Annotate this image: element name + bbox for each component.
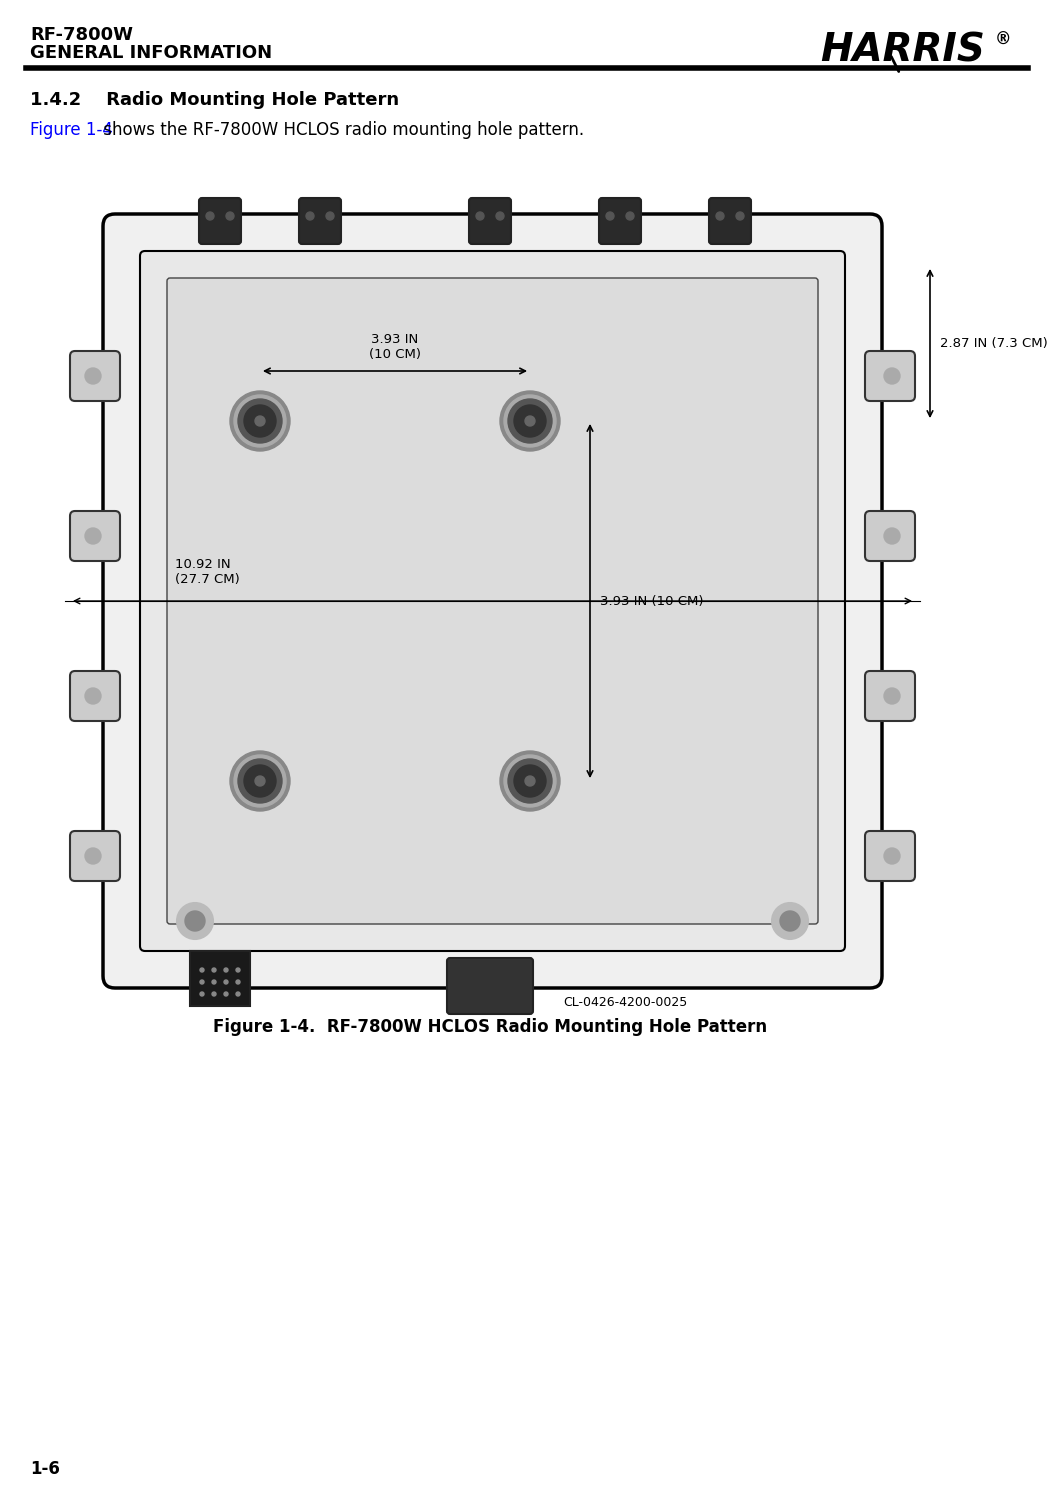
Circle shape [504, 755, 557, 807]
Circle shape [85, 529, 101, 544]
FancyBboxPatch shape [447, 958, 533, 1014]
FancyBboxPatch shape [865, 831, 915, 881]
Circle shape [230, 392, 290, 450]
Circle shape [525, 416, 535, 426]
Circle shape [306, 212, 314, 220]
Circle shape [225, 992, 228, 995]
Circle shape [508, 759, 552, 803]
Text: 3.93 IN (10 CM): 3.93 IN (10 CM) [600, 595, 703, 607]
Circle shape [234, 395, 286, 447]
Text: RF-7800W: RF-7800W [30, 26, 133, 44]
FancyBboxPatch shape [140, 252, 845, 950]
Circle shape [186, 911, 204, 931]
Circle shape [255, 776, 265, 786]
FancyBboxPatch shape [167, 279, 818, 925]
Circle shape [780, 911, 800, 931]
Circle shape [884, 367, 900, 384]
Text: 10.92 IN
(27.7 CM): 10.92 IN (27.7 CM) [175, 559, 239, 586]
FancyBboxPatch shape [199, 197, 241, 244]
Circle shape [716, 212, 724, 220]
Circle shape [85, 848, 101, 864]
Circle shape [226, 212, 234, 220]
Text: ®: ® [995, 32, 1012, 50]
Circle shape [772, 904, 808, 940]
Text: 1.4.2    Radio Mounting Hole Pattern: 1.4.2 Radio Mounting Hole Pattern [30, 90, 399, 108]
Circle shape [212, 968, 216, 971]
Circle shape [500, 751, 560, 812]
Circle shape [504, 395, 557, 447]
FancyBboxPatch shape [103, 214, 882, 988]
Circle shape [236, 980, 240, 983]
FancyBboxPatch shape [865, 351, 915, 401]
FancyBboxPatch shape [865, 672, 915, 721]
Circle shape [255, 416, 265, 426]
Circle shape [212, 980, 216, 983]
Circle shape [326, 212, 334, 220]
Text: shows the RF-7800W HCLOS radio mounting hole pattern.: shows the RF-7800W HCLOS radio mounting … [98, 120, 584, 139]
Circle shape [243, 405, 276, 437]
Circle shape [496, 212, 504, 220]
Circle shape [212, 992, 216, 995]
Text: 2.87 IN (7.3 CM): 2.87 IN (7.3 CM) [940, 337, 1048, 349]
Circle shape [884, 529, 900, 544]
FancyBboxPatch shape [709, 197, 752, 244]
Text: Figure 1-4: Figure 1-4 [30, 120, 113, 139]
Circle shape [525, 776, 535, 786]
Circle shape [476, 212, 484, 220]
Bar [190, 950, 250, 1006]
FancyBboxPatch shape [599, 197, 641, 244]
Circle shape [236, 968, 240, 971]
Text: 3.93 IN
(10 CM): 3.93 IN (10 CM) [369, 333, 421, 361]
Circle shape [85, 688, 101, 703]
Text: Figure 1-4.  RF-7800W HCLOS Radio Mounting Hole Pattern: Figure 1-4. RF-7800W HCLOS Radio Mountin… [213, 1018, 767, 1036]
Circle shape [85, 367, 101, 384]
FancyBboxPatch shape [70, 672, 120, 721]
Circle shape [225, 968, 228, 971]
Circle shape [236, 992, 240, 995]
FancyBboxPatch shape [469, 197, 511, 244]
Circle shape [206, 212, 214, 220]
Text: GENERAL INFORMATION: GENERAL INFORMATION [30, 44, 272, 62]
Circle shape [234, 755, 286, 807]
Circle shape [238, 399, 282, 443]
FancyBboxPatch shape [865, 511, 915, 562]
Circle shape [200, 980, 204, 983]
Circle shape [500, 392, 560, 450]
Circle shape [225, 980, 228, 983]
Circle shape [238, 759, 282, 803]
FancyBboxPatch shape [299, 197, 341, 244]
Circle shape [177, 904, 213, 940]
Circle shape [200, 992, 204, 995]
Circle shape [884, 688, 900, 703]
Circle shape [884, 848, 900, 864]
Circle shape [243, 765, 276, 797]
Circle shape [626, 212, 635, 220]
Circle shape [230, 751, 290, 812]
Text: 1-6: 1-6 [30, 1459, 60, 1477]
Text: CL-0426-4200-0025: CL-0426-4200-0025 [563, 995, 687, 1009]
Text: HARRIS: HARRIS [820, 32, 984, 69]
FancyBboxPatch shape [70, 351, 120, 401]
Circle shape [514, 405, 546, 437]
FancyBboxPatch shape [70, 511, 120, 562]
Circle shape [514, 765, 546, 797]
Circle shape [508, 399, 552, 443]
Circle shape [200, 968, 204, 971]
FancyBboxPatch shape [70, 831, 120, 881]
Circle shape [736, 212, 744, 220]
Circle shape [606, 212, 614, 220]
